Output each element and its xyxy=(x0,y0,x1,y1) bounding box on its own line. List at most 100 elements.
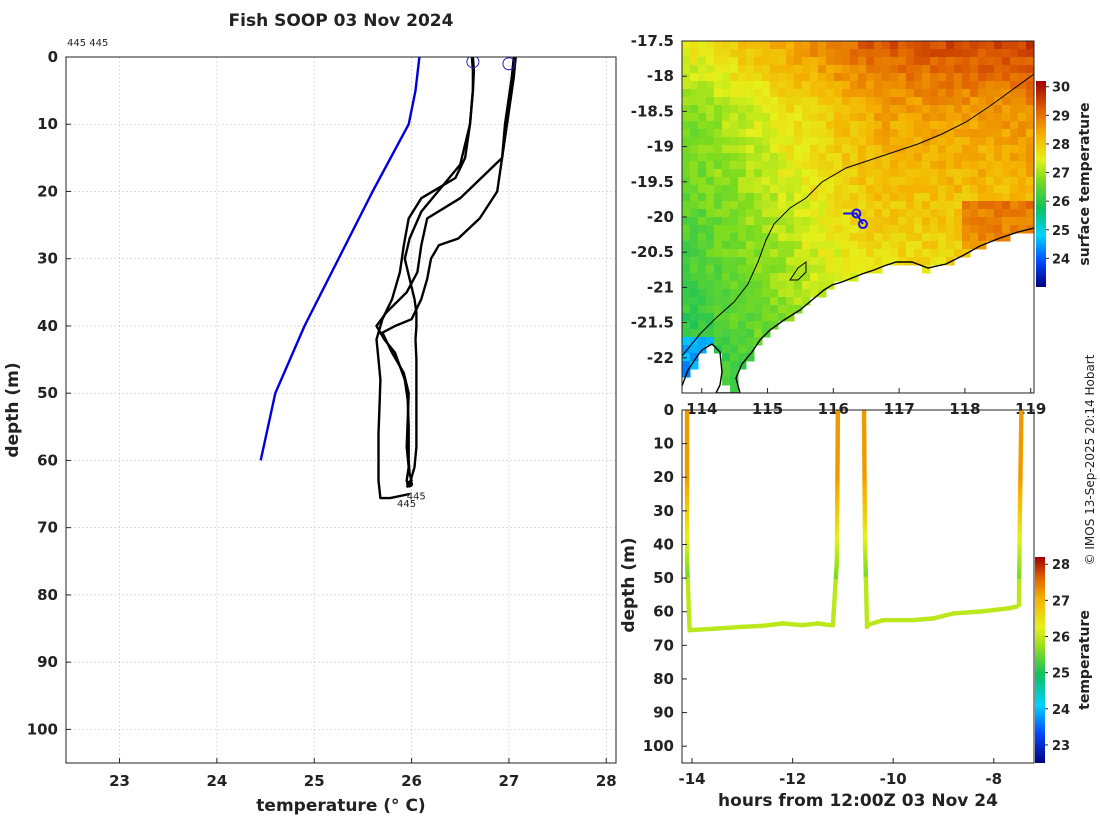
sst-cell xyxy=(714,105,723,114)
sst-cell xyxy=(882,161,891,170)
sst-cell xyxy=(754,89,763,98)
sst-cell xyxy=(682,321,691,330)
sst-cell xyxy=(762,257,771,266)
sst-cell xyxy=(818,121,827,130)
profile-ylabel: depth (m) xyxy=(3,362,23,457)
sst-cell xyxy=(706,281,715,290)
sst-cell xyxy=(914,201,923,210)
sst-cell xyxy=(1010,81,1019,90)
sst-cell xyxy=(762,153,771,162)
sst-cell xyxy=(714,65,723,74)
sst-cell xyxy=(794,137,803,146)
sst-cell xyxy=(866,233,875,242)
sst-cell xyxy=(930,121,939,130)
sst-cell xyxy=(906,89,915,98)
sst-cell xyxy=(866,153,875,162)
sst-cell xyxy=(882,201,891,210)
sst-cell xyxy=(786,137,795,146)
sst-cell xyxy=(906,73,915,82)
sst-cell xyxy=(706,305,715,314)
sst-cell xyxy=(1002,137,1011,146)
sst-cell xyxy=(1018,65,1027,74)
sst-cell xyxy=(778,305,787,314)
sst-cell xyxy=(794,233,803,242)
sst-cell xyxy=(874,249,883,258)
sst-cell xyxy=(714,113,723,122)
sst-cell xyxy=(786,57,795,66)
sst-cell xyxy=(938,65,947,74)
sst-cell xyxy=(770,169,779,178)
series-profile-3 xyxy=(375,57,515,489)
sst-cell xyxy=(746,73,755,82)
sst-cell xyxy=(730,49,739,58)
sst-cell xyxy=(954,73,963,82)
sst-cell xyxy=(850,185,859,194)
sst-cell xyxy=(698,289,707,298)
sst-cell xyxy=(818,137,827,146)
sst-cell xyxy=(778,137,787,146)
sst-cell xyxy=(794,201,803,210)
sst-cell xyxy=(690,121,699,130)
sst-cell xyxy=(778,169,787,178)
sst-cell xyxy=(930,89,939,98)
sst-cell xyxy=(706,249,715,258)
sst-cell xyxy=(890,185,899,194)
sst-cell xyxy=(770,297,779,306)
sst-cell xyxy=(698,249,707,258)
sst-cell xyxy=(970,97,979,106)
sst-cell xyxy=(770,65,779,74)
sst-cell xyxy=(922,137,931,146)
sst-cell xyxy=(986,129,995,138)
sst-cell xyxy=(834,73,843,82)
sst-cell xyxy=(754,305,763,314)
sst-cell xyxy=(1002,185,1011,194)
map-xtick-label: 115 xyxy=(752,400,783,418)
sst-cell xyxy=(898,129,907,138)
section-xtick-label: -8 xyxy=(985,770,1002,788)
sst-cell xyxy=(714,313,723,322)
temperature-colorbar-tick-label: 23 xyxy=(1052,739,1070,754)
sst-cell xyxy=(978,161,987,170)
sst-cell xyxy=(826,193,835,202)
sst-cell xyxy=(826,225,835,234)
sst-cell xyxy=(994,121,1003,130)
sst-cell xyxy=(906,225,915,234)
sst-cell xyxy=(1026,97,1034,106)
sst-cell xyxy=(770,97,779,106)
sst-cell xyxy=(810,281,819,290)
sst-cell xyxy=(690,217,699,226)
sst-cell xyxy=(706,73,715,82)
sst-cell xyxy=(874,49,883,58)
sst-cell xyxy=(722,241,731,250)
sst-cell xyxy=(754,121,763,130)
sst-cell xyxy=(874,97,883,106)
sst-cell xyxy=(698,217,707,226)
sst-cell xyxy=(714,81,723,90)
sst-cell xyxy=(890,241,899,250)
sst-cell xyxy=(970,89,979,98)
sst-cell xyxy=(746,345,755,354)
sst-cell xyxy=(850,249,859,258)
sst-cell xyxy=(834,249,843,258)
sst-cell xyxy=(906,185,915,194)
sst-cell xyxy=(690,105,699,114)
sst-cell xyxy=(1018,177,1027,186)
sst-cell xyxy=(986,137,995,146)
sst-cell xyxy=(890,49,899,58)
sst-cell xyxy=(882,257,891,266)
sst-cell xyxy=(842,225,851,234)
sst-cell xyxy=(850,113,859,122)
sst-cell xyxy=(738,265,747,274)
sst-cell xyxy=(898,177,907,186)
sst-cell xyxy=(714,201,723,210)
sst-cell xyxy=(794,209,803,218)
sst-cell xyxy=(914,153,923,162)
sst-cell xyxy=(778,313,787,322)
sst-cell xyxy=(786,273,795,282)
sst-cell xyxy=(890,193,899,202)
sst-cell xyxy=(730,369,739,378)
sst-cell xyxy=(930,113,939,122)
sst-cell xyxy=(698,41,707,50)
sst-cell xyxy=(786,41,795,50)
sst-cell xyxy=(746,105,755,114)
